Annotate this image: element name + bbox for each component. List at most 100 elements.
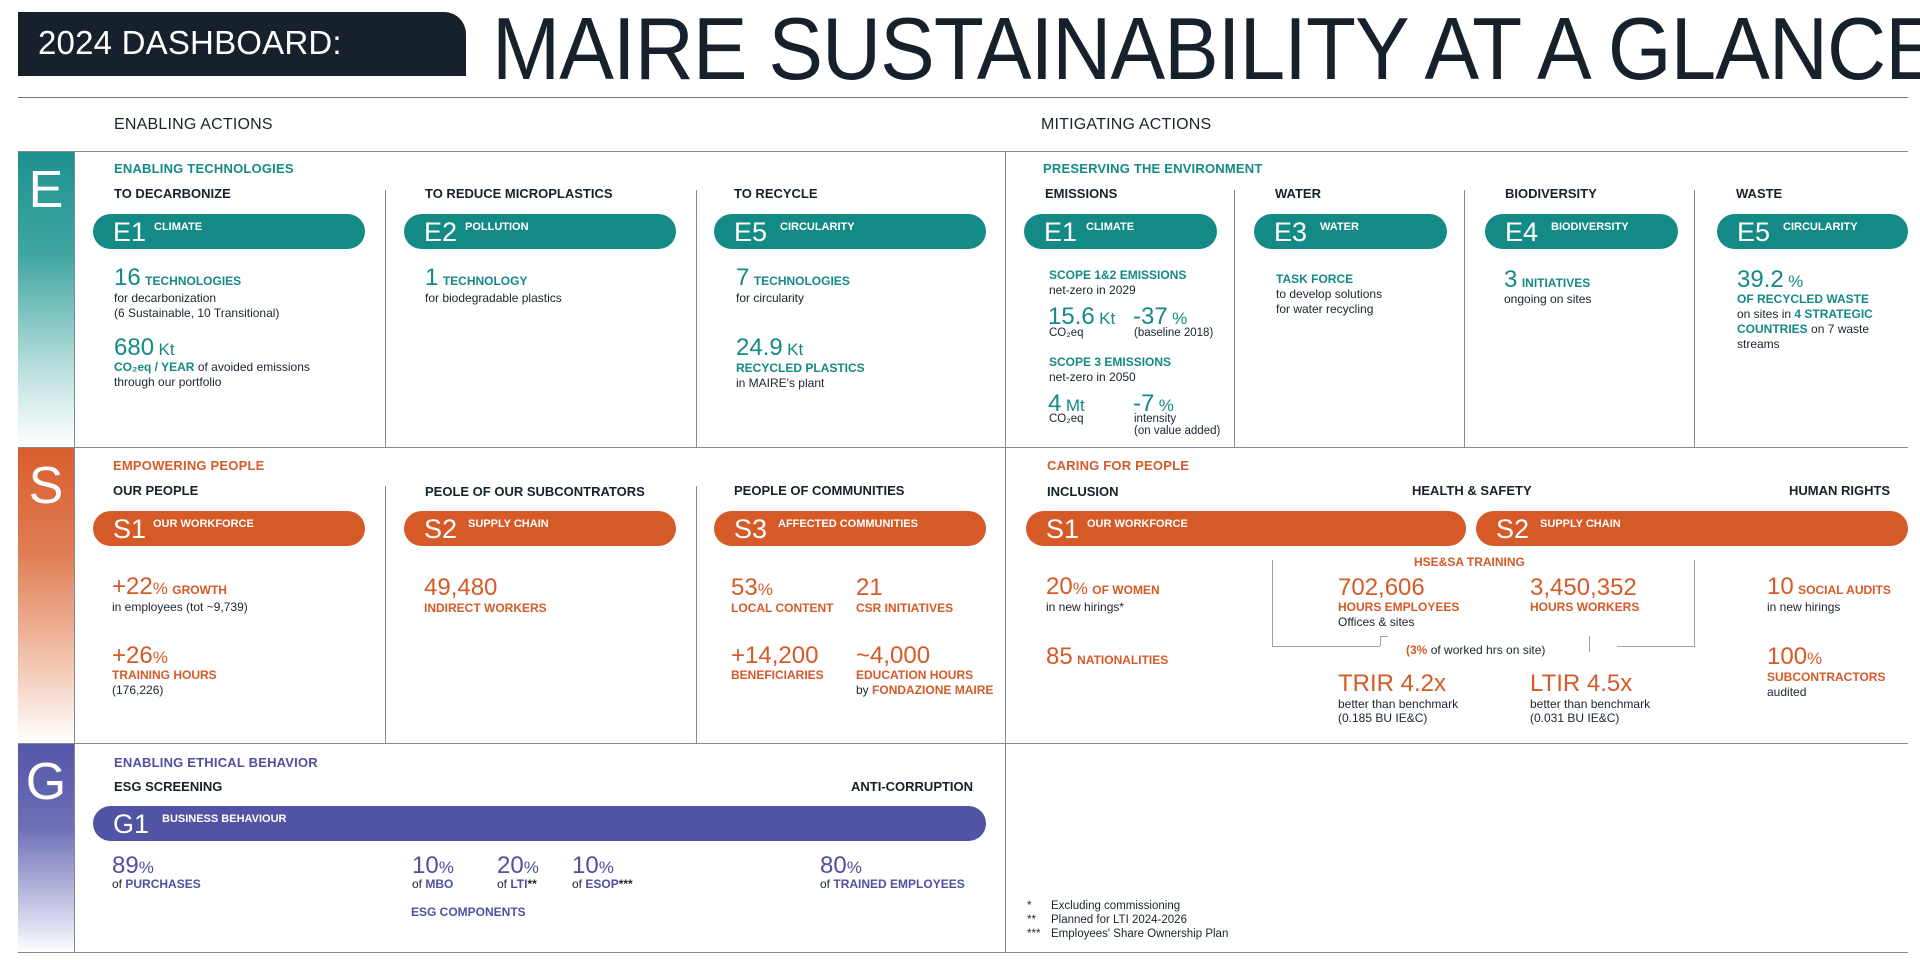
pill-code: G1 <box>113 809 150 839</box>
hse-connector <box>1380 636 1381 646</box>
metric-highlight: FONDAZIONE MAIRE <box>872 683 994 697</box>
governance-strip: G <box>18 744 74 952</box>
scope12-label: SCOPE 1&2 EMISSIONS <box>1049 268 1187 282</box>
metric-text: (0.185 BU IE&C) <box>1338 711 1428 725</box>
pill-code: E5 <box>1737 217 1771 247</box>
metric-text: Offices & sites <box>1338 615 1415 629</box>
pill-label: CIRCULARITY <box>1783 221 1858 233</box>
metric-text: through our portfolio <box>114 375 222 389</box>
metric-initiatives: 3 INITIATIVES <box>1504 268 1590 292</box>
pill-label: SUPPLY CHAIN <box>468 518 549 530</box>
metric-esop: 10% <box>572 854 614 878</box>
footnote-text: Planned for LTI 2024-2026 <box>1051 914 1187 926</box>
metric-unit: % <box>1072 579 1088 598</box>
category-label: PRESERVING THE ENVIRONMENT <box>1043 161 1263 176</box>
metric-unit: % <box>152 579 168 598</box>
pill-code: E1 <box>113 217 147 247</box>
footnote-text: Employees' Share Ownership Plan <box>1051 928 1229 940</box>
metric-text: of avoided emissions <box>197 360 310 374</box>
metric-label: TASK FORCE <box>1276 272 1354 286</box>
metric-unit: Kt <box>1099 309 1116 328</box>
metric-text: COUNTRIES on 7 waste <box>1737 322 1869 337</box>
footnote-mark: * <box>1027 900 1032 912</box>
column-heading: TO REDUCE MICROPLASTICS <box>425 186 613 201</box>
pill-code: E2 <box>424 217 458 247</box>
metric-label: CSR INITIATIVES <box>856 601 954 615</box>
metric-unit: % <box>1158 396 1174 415</box>
metric-highlight: LTI <box>510 877 528 891</box>
column-heading: ANTI-CORRUPTION <box>851 779 974 794</box>
col-divider <box>385 486 386 743</box>
metric-value: 100 <box>1767 643 1808 670</box>
footnote-text: Excluding commissioning <box>1051 900 1181 912</box>
metric-unit: % <box>1788 272 1804 291</box>
metric-text: of <box>572 877 583 891</box>
row-divider-bottom <box>18 952 1908 953</box>
pill-label: CLIMATE <box>1086 221 1135 233</box>
metric-value: 20 <box>1046 573 1073 600</box>
metric-text: of <box>412 877 423 891</box>
metric-text: in new hirings* <box>1046 600 1125 614</box>
scope12-reduction: -37 % <box>1133 305 1187 329</box>
metric-unit: % <box>1807 649 1823 668</box>
col-divider <box>385 190 386 447</box>
metric-label: GROWTH <box>172 583 227 597</box>
scope3-label: SCOPE 3 EMISSIONS <box>1049 355 1172 369</box>
metric-text: by FONDAZIONE MAIRE <box>856 683 993 698</box>
pill-e1-climate: E1 CLIMATE <box>1024 214 1217 249</box>
pill-label: CLIMATE <box>154 221 203 233</box>
metric-highlight: COUNTRIES <box>1737 322 1808 336</box>
metric-value: 10 <box>572 852 599 879</box>
pill-e2-pollution: E2 POLLUTION <box>404 214 676 249</box>
metric-unit: % <box>152 648 168 667</box>
center-divider <box>1005 151 1006 952</box>
row-divider-g <box>18 743 1908 744</box>
metric-text: of MBO <box>412 877 453 892</box>
hse-connector <box>1380 636 1388 637</box>
metric-text: of PURCHASES <box>112 877 201 892</box>
metric-value: 89 <box>112 852 139 879</box>
metric-unit: % <box>138 858 154 877</box>
metric-technologies: 16 TECHNOLOGIES <box>114 266 241 290</box>
hse-bracket-right <box>1694 560 1695 646</box>
metric-value: -7 <box>1133 390 1155 417</box>
pill-s2-supply-chain: S2 SUPPLY CHAIN <box>1476 511 1908 546</box>
scope3-value: 4 Mt <box>1048 392 1085 416</box>
pill-label: BUSINESS BEHAVIOUR <box>162 813 287 825</box>
metric-text: of <box>112 877 123 891</box>
pill-e5-circularity: E5 CIRCULARITY <box>1717 214 1908 249</box>
metric-avoided-emissions: 680 Kt <box>114 336 175 360</box>
strip-letter: G <box>25 753 67 811</box>
metric-label: EDUCATION HOURS <box>856 668 974 682</box>
metric-highlight: ESOP <box>585 877 619 891</box>
header-divider <box>18 97 1908 98</box>
pill-g1-business-behaviour: G1 BUSINESS BEHAVIOUR <box>93 806 986 841</box>
metric-label: HOURS WORKERS <box>1530 600 1640 614</box>
metric-text: in employees (tot ~9,739) <box>112 600 248 614</box>
metric-value: 4 <box>1048 390 1062 417</box>
column-heading: BIODIVERSITY <box>1505 186 1597 201</box>
page-title: MAIRE SUSTAINABILITY AT A GLANCE <box>492 0 1920 98</box>
pill-code: S2 <box>1496 514 1530 544</box>
metric-text: (6 Sustainable, 10 Transitional) <box>114 306 280 320</box>
metric-value: 15.6 <box>1048 303 1095 330</box>
metric-value: 53 <box>731 574 758 601</box>
metric-label: INDIRECT WORKERS <box>424 601 547 615</box>
scope3-text: net-zero in 2050 <box>1049 370 1136 384</box>
metric-text: on sites in <box>1737 307 1792 321</box>
hse-note-highlight: (3% <box>1406 643 1428 657</box>
metric-text: better than benchmark <box>1530 697 1651 711</box>
metric-label: TRAINING HOURS <box>112 668 217 682</box>
column-heading: HEALTH & SAFETY <box>1412 483 1532 498</box>
metric-unit: % <box>438 858 454 877</box>
pill-code: E3 <box>1274 217 1308 247</box>
col-divider <box>696 486 697 743</box>
col-divider <box>1694 190 1695 447</box>
column-heading: EMISSIONS <box>1045 186 1118 201</box>
metric-text: on sites in 4 STRATEGIC <box>1737 307 1873 322</box>
section-enabling-actions: ENABLING ACTIONS <box>114 116 273 133</box>
metric-label: CO₂eq / YEAR <box>114 360 195 374</box>
pill-e3-water: E3 WATER <box>1254 214 1447 249</box>
hse-bracket-left <box>1272 560 1273 646</box>
metric-text: by <box>856 683 869 697</box>
